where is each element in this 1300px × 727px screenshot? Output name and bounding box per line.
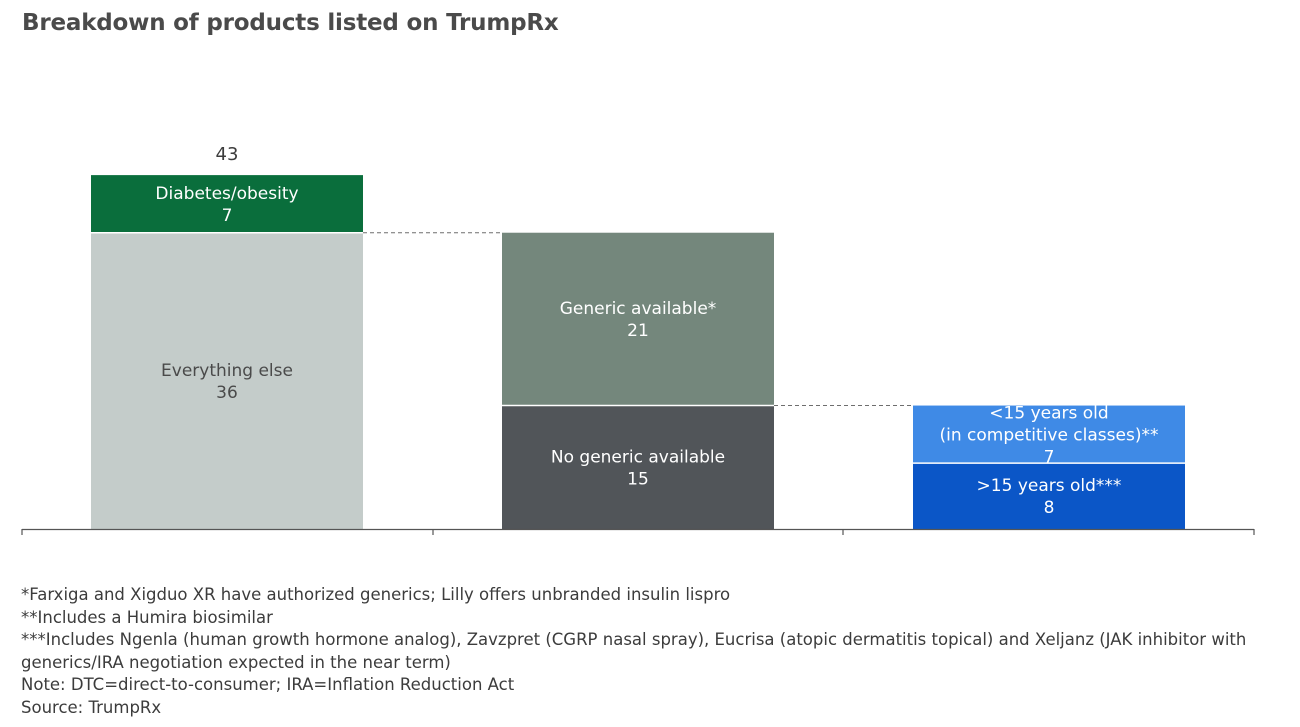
- bar-col3-seg1: [913, 463, 1185, 529]
- data-label-category: (in competitive classes)**: [940, 425, 1159, 445]
- data-label-category: <15 years old: [989, 403, 1108, 423]
- data-label-category: Everything else: [161, 361, 293, 381]
- bar-col2-seg2: [502, 232, 774, 406]
- footnote-1: *Farxiga and Xigduo XR have authorized g…: [21, 585, 731, 604]
- data-label-value: 15: [627, 469, 649, 489]
- data-label-category: Generic available*: [560, 299, 717, 319]
- data-label-category: No generic available: [551, 447, 725, 467]
- data-label-value: 7: [222, 206, 233, 226]
- footnote-2: **Includes a Humira biosimilar: [21, 607, 273, 627]
- data-label-value: 36: [216, 383, 238, 403]
- data-label-value: 7: [1044, 447, 1055, 467]
- footnote-source: Source: TrumpRx: [21, 697, 162, 717]
- chart-title: Breakdown of products listed on TrumpRx: [22, 10, 559, 36]
- bar-col2-seg1: [502, 405, 774, 529]
- footnote-3: ***Includes Ngenla (human growth hormone…: [21, 630, 1247, 672]
- data-label-value: 21: [627, 321, 649, 341]
- data-label-value: 8: [1044, 498, 1055, 518]
- bar-col3-seg2: [913, 405, 1185, 464]
- bar-col1-seg1: [91, 232, 363, 529]
- data-label-category: Diabetes/obesity: [155, 184, 298, 204]
- footnotes: *Farxiga and Xigduo XR have authorized g…: [21, 584, 1286, 719]
- data-label-category: >15 years old***: [977, 476, 1122, 496]
- total-label: 43: [216, 144, 239, 165]
- bar-col1-seg2: [91, 175, 363, 233]
- footnote-note: Note: DTC=direct-to-consumer; IRA=Inflat…: [21, 675, 515, 694]
